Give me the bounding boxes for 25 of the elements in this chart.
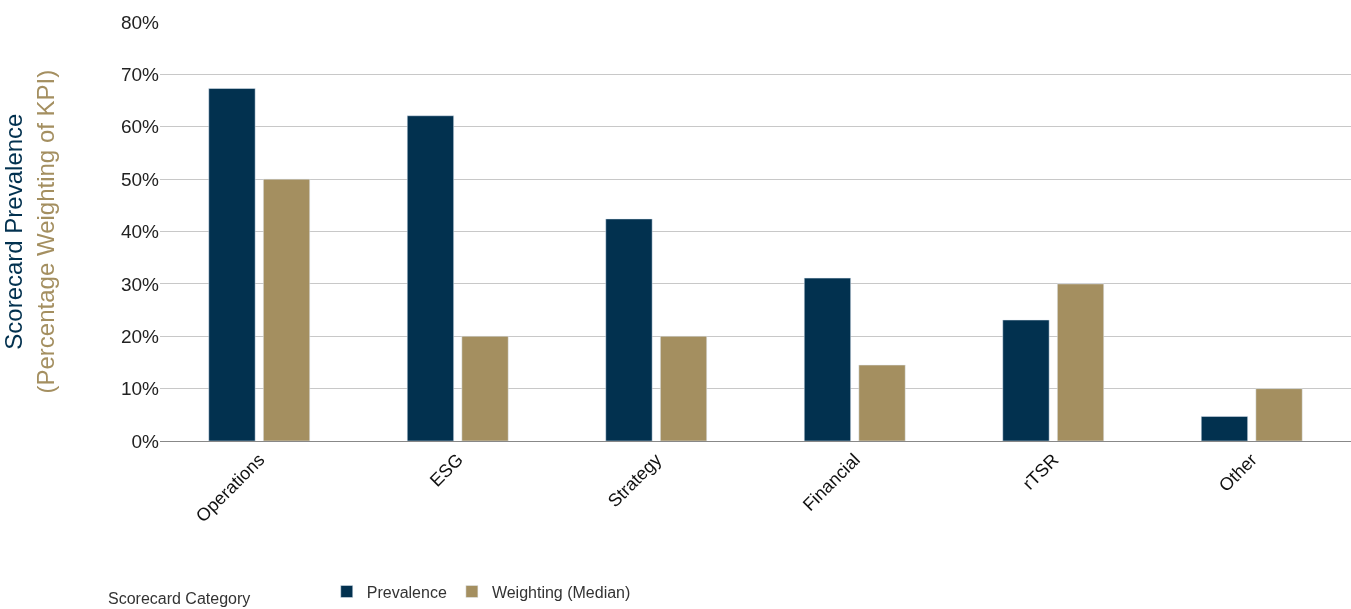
bar	[208, 88, 256, 441]
bar	[461, 336, 509, 441]
legend-label: Prevalence	[366, 583, 447, 601]
bar	[263, 178, 310, 441]
bar	[1057, 283, 1104, 441]
y-tick-label: 30%	[120, 273, 160, 295]
bar	[605, 218, 653, 441]
y-tick-label: 10%	[120, 378, 160, 400]
y-axis-title: Scorecard Prevalence (Percentage Weighting of KPI)	[0, 69, 59, 394]
bar	[407, 115, 454, 441]
y-tick-label: 20%	[120, 325, 160, 347]
bar	[1255, 388, 1303, 441]
bar	[1201, 416, 1248, 441]
bar	[660, 336, 707, 441]
y-tick-label: 0%	[131, 430, 160, 452]
x-axis-title: Scorecard Category	[108, 590, 251, 607]
y-tick-label: 60%	[120, 116, 160, 138]
bar	[1002, 319, 1050, 441]
y-tick-label: 70%	[120, 64, 160, 86]
bar	[804, 277, 851, 441]
y-tick-label: 40%	[120, 221, 160, 243]
y-tick-label: 50%	[120, 168, 160, 190]
bar	[858, 364, 906, 441]
y-tick-label: 80%	[120, 11, 160, 33]
legend-label: Weighting (Median)	[491, 583, 631, 601]
